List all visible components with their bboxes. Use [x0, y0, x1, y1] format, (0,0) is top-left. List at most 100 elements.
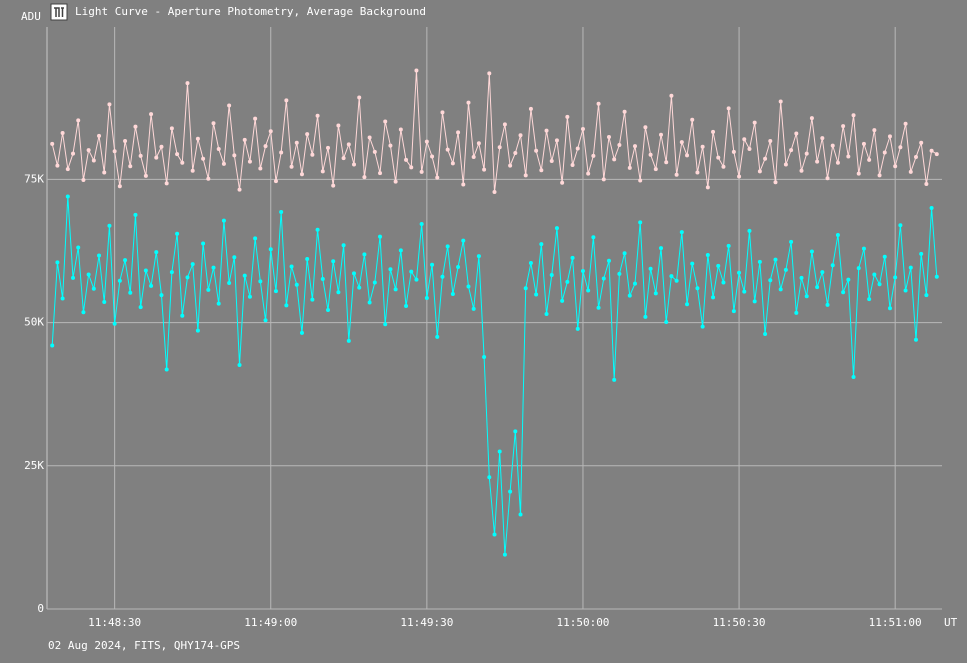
data-point	[305, 132, 310, 137]
data-point	[612, 157, 617, 162]
data-point	[378, 171, 383, 176]
data-point	[685, 153, 690, 158]
data-point	[908, 169, 913, 174]
data-point	[154, 155, 159, 160]
data-point	[685, 302, 690, 307]
data-point	[643, 314, 648, 319]
data-point	[903, 121, 908, 126]
data-point	[919, 140, 924, 145]
data-point	[91, 158, 96, 163]
data-point	[471, 155, 476, 160]
data-point	[591, 153, 596, 158]
data-point	[227, 103, 232, 108]
data-point	[789, 239, 794, 244]
data-point	[372, 280, 377, 285]
data-point	[591, 235, 596, 240]
data-point	[737, 270, 742, 275]
data-point	[913, 155, 918, 160]
data-point	[783, 267, 788, 272]
data-point	[570, 255, 575, 260]
data-point	[742, 137, 747, 142]
data-point	[627, 165, 632, 170]
data-point	[149, 283, 154, 288]
data-point	[466, 284, 471, 289]
data-point	[513, 429, 518, 434]
data-point	[747, 147, 752, 152]
data-point	[820, 270, 825, 275]
data-point	[154, 250, 159, 255]
data-point	[601, 276, 606, 281]
data-point	[263, 318, 268, 323]
data-point	[159, 144, 164, 149]
data-point	[65, 194, 70, 199]
data-point	[195, 328, 200, 333]
data-point	[768, 278, 773, 283]
data-point	[50, 343, 55, 348]
data-point	[534, 292, 539, 297]
data-point	[476, 254, 481, 259]
data-point	[445, 244, 450, 249]
data-point	[617, 271, 622, 276]
data-point	[253, 236, 258, 241]
y-tick-label: 25K	[24, 459, 44, 472]
data-point	[435, 175, 440, 180]
data-point	[357, 285, 362, 290]
data-point	[549, 159, 554, 164]
data-point	[830, 143, 835, 148]
data-point	[450, 161, 455, 166]
data-point	[388, 267, 393, 272]
data-point	[424, 295, 429, 300]
data-point	[502, 552, 507, 557]
data-point	[60, 296, 65, 301]
data-point	[549, 273, 554, 278]
app-icon	[50, 3, 68, 21]
data-point	[898, 145, 903, 150]
data-point	[908, 265, 913, 270]
data-point	[388, 143, 393, 148]
data-point	[882, 150, 887, 155]
data-point	[195, 136, 200, 141]
data-point	[695, 286, 700, 291]
data-point	[893, 164, 898, 169]
data-point	[263, 144, 268, 149]
data-point	[123, 258, 128, 263]
data-point	[180, 313, 185, 318]
data-point	[325, 307, 330, 312]
data-point	[872, 272, 877, 277]
data-point	[815, 285, 820, 290]
data-point	[299, 330, 304, 335]
data-point	[737, 174, 742, 179]
data-point	[882, 254, 887, 259]
data-point	[690, 117, 695, 122]
data-point	[867, 297, 872, 302]
y-tick-label: 75K	[24, 172, 44, 185]
data-point	[492, 532, 497, 537]
data-point	[352, 162, 357, 167]
data-point	[617, 143, 622, 148]
data-point	[523, 173, 528, 178]
data-point	[128, 164, 133, 169]
data-point	[185, 81, 190, 86]
data-point	[378, 234, 383, 239]
data-point	[768, 138, 773, 143]
data-point	[508, 489, 513, 494]
data-point	[544, 311, 549, 316]
data-point	[414, 277, 419, 282]
data-point	[341, 156, 346, 161]
data-point	[440, 274, 445, 279]
data-point	[596, 305, 601, 310]
data-point	[664, 320, 669, 325]
data-point	[299, 172, 304, 177]
data-point	[711, 129, 716, 134]
data-point	[258, 166, 263, 171]
data-point	[867, 157, 872, 162]
data-point	[877, 173, 882, 178]
data-point	[565, 279, 570, 284]
data-point	[117, 278, 122, 283]
data-point	[430, 262, 435, 267]
footer: 02 Aug 2024, FITS, QHY174-GPS	[48, 639, 240, 652]
data-point	[216, 301, 221, 306]
data-point	[534, 148, 539, 153]
data-point	[169, 270, 174, 275]
data-point	[700, 144, 705, 149]
